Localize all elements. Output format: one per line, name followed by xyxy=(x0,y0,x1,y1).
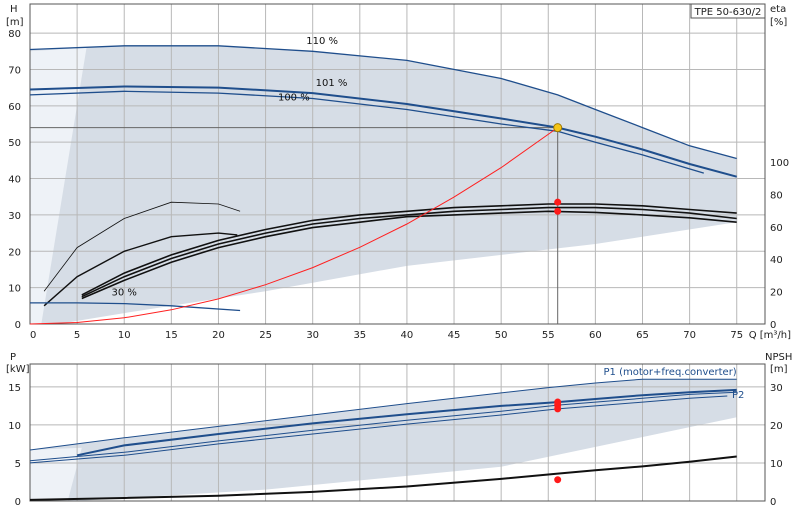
x-tick-label: 15 xyxy=(165,330,178,341)
efficiency-curve xyxy=(81,206,737,298)
efficiency-curve xyxy=(43,232,238,307)
efficiency-point xyxy=(554,207,562,215)
head-curve xyxy=(30,302,241,312)
p2-curve-label: P2 xyxy=(732,390,744,401)
y2-tick-label-eta: 0 xyxy=(770,320,776,331)
y-axis-label-head: H xyxy=(10,4,18,15)
y2-tick-label-eta: 100 xyxy=(770,158,789,169)
y2-tick-label-npsh: 30 xyxy=(770,383,783,394)
y2-axis-label-npsh: NPSH xyxy=(765,352,792,363)
y-tick-label-head: 60 xyxy=(8,102,21,113)
x-tick-label: 35 xyxy=(353,330,366,341)
operating-range-area-head xyxy=(30,45,737,325)
x-tick-label: 75 xyxy=(730,330,743,341)
y-axis-label-power: P xyxy=(10,352,16,363)
x-tick-label: 70 xyxy=(683,330,696,341)
y2-tick-label-eta: 40 xyxy=(770,255,783,266)
x-tick-label: 50 xyxy=(495,330,508,341)
efficiency-curve xyxy=(81,203,737,296)
power-point xyxy=(554,405,562,413)
power-curve xyxy=(76,388,737,457)
npsh-curve xyxy=(29,455,737,501)
curve-label: 100 % xyxy=(278,92,310,103)
power-plot-frame xyxy=(29,363,766,502)
curve-label: 110 % xyxy=(306,36,338,47)
y2-axis-label-eta: eta xyxy=(770,4,786,15)
x-tick-label: 55 xyxy=(542,330,555,341)
y-tick-label-head: 10 xyxy=(8,284,21,295)
y2-tick-label-npsh: 20 xyxy=(770,421,783,432)
head-curve xyxy=(29,90,704,174)
efficiency-curve xyxy=(43,201,241,292)
power-curve xyxy=(29,391,737,462)
low-flow-area-head xyxy=(30,47,87,325)
y-axis-unit-power: [kW] xyxy=(6,364,30,375)
y2-tick-label-eta: 20 xyxy=(770,288,783,299)
pump-label: TPE 50-630/2 xyxy=(694,7,762,18)
pump-label-box xyxy=(690,3,766,19)
head-curve xyxy=(29,85,737,178)
y2-axis-unit-eta: [%] xyxy=(770,17,787,28)
x-tick-label: 30 xyxy=(306,330,319,341)
head-plot-frame xyxy=(29,3,766,325)
efficiency-point xyxy=(554,198,562,206)
y-axis-unit-head: [m] xyxy=(6,17,24,28)
y-tick-label-head: 40 xyxy=(8,175,21,186)
power-curve xyxy=(29,378,737,451)
low-flow-area-power xyxy=(30,447,82,501)
system-curve xyxy=(29,127,558,325)
npsh-point xyxy=(554,476,562,484)
p1-curve-label: P1 (motor+freq.converter) xyxy=(604,367,737,378)
operating-range-area-power xyxy=(30,379,737,501)
y2-axis-unit-npsh: [m] xyxy=(770,364,788,375)
y-tick-label-power: 0 xyxy=(15,497,21,508)
curve-label: 30 % xyxy=(112,288,137,299)
head-curve xyxy=(29,45,737,160)
x-tick-label: 0 xyxy=(30,330,36,341)
x-tick-label: 20 xyxy=(212,330,225,341)
x-tick-label: 65 xyxy=(636,330,649,341)
y-tick-label-head: 20 xyxy=(8,247,21,258)
y2-tick-label-eta: 80 xyxy=(770,190,783,201)
power-curve xyxy=(29,395,728,464)
y-tick-label-head: 70 xyxy=(8,65,21,76)
y2-tick-label-npsh: 10 xyxy=(770,459,783,470)
x-tick-label: 60 xyxy=(589,330,602,341)
x-tick-label: 45 xyxy=(448,330,461,341)
y-tick-label-head: 0 xyxy=(15,320,21,331)
y-tick-label-power: 5 xyxy=(15,459,21,470)
y2-tick-label-eta: 60 xyxy=(770,223,783,234)
x-tick-label: 40 xyxy=(401,330,414,341)
y-tick-label-power: 10 xyxy=(8,421,21,432)
y-tick-label-power: 15 xyxy=(8,383,21,394)
x-tick-label: 25 xyxy=(259,330,272,341)
x-tick-label: 5 xyxy=(74,330,80,341)
duty-point-marker xyxy=(553,123,563,133)
efficiency-curve xyxy=(81,210,737,300)
y2-tick-label-npsh: 0 xyxy=(770,497,776,508)
curve-label: 101 % xyxy=(316,78,348,89)
y-tick-label-head: 80 xyxy=(8,29,21,40)
y-tick-label-head: 30 xyxy=(8,211,21,222)
y-tick-label-head: 50 xyxy=(8,138,21,149)
x-tick-label: 10 xyxy=(118,330,131,341)
x-axis-label: Q [m³/h] xyxy=(749,330,791,341)
